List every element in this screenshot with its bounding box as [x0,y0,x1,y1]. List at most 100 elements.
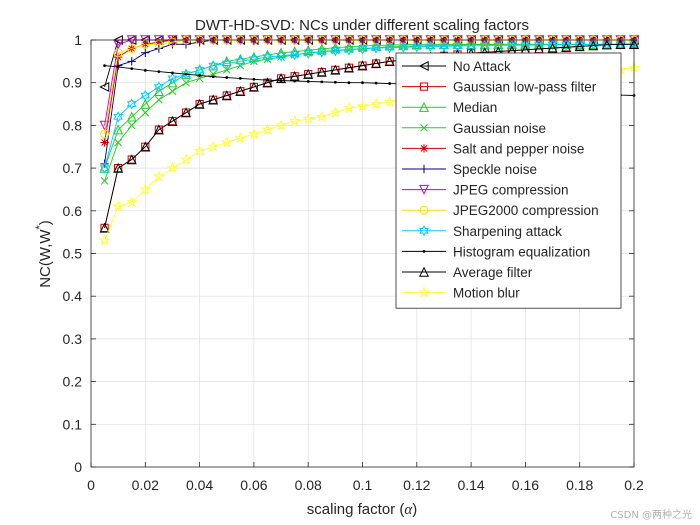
data-point-sharpening-attack [113,111,124,123]
data-point-average-filter [262,77,273,88]
legend-marker [418,286,430,298]
data-point-sharpening-attack [588,38,599,50]
chart-title: DWT-HD-SVD: NCs under different scaling … [195,17,529,34]
data-point-salt-and-pepper-noise [100,138,109,147]
legend-item-gaussian-noise: Gaussian noise [402,121,546,136]
data-point-histogram-equalization [157,70,161,73]
data-point-jpeg2000-compression [113,48,123,58]
data-point-median [289,46,300,57]
data-point-sharpening-attack [561,39,572,51]
legend-label: Gaussian noise [453,121,546,136]
data-point-average-filter [588,40,599,51]
legend-item-histogram-equalization: Histogram equalization [402,244,590,259]
legend-item-average-filter: Average filter [402,265,533,280]
legend-marker [419,82,429,91]
y-tick-label: 0 [74,459,82,475]
legend-item-salt-and-pepper-noise: Salt and pepper noise [402,141,584,156]
y-tick-label: 1 [74,32,82,48]
legend-item-jpeg2000-compression: JPEG2000 compression [402,203,599,218]
data-point-sharpening-attack [126,98,137,110]
data-point-motion-blur [207,140,220,152]
data-point-sharpening-attack [140,89,151,102]
data-point-average-filter [248,81,259,92]
data-point-sharpening-attack [167,72,178,85]
legend: No Attack Gaussian low-pass filter Median G… [395,52,622,309]
legend-item-jpeg-compression: JPEG compression [402,183,569,198]
data-point-sharpening-attack [384,42,395,54]
data-point-sharpening-attack [357,43,368,55]
x-tick-label: 0.06 [240,477,267,493]
x-tick-label: 0.12 [403,477,430,493]
legend-marker [418,184,430,195]
y-tick-label: 0.8 [63,117,83,133]
legend-label: Average filter [453,265,533,280]
data-point-motion-blur [112,200,125,212]
data-point-histogram-equalization [320,80,324,84]
legend-marker [422,250,426,253]
data-point-gaussian-noise [141,108,150,117]
data-point-average-filter [289,70,300,81]
x-tick-label: 0.04 [186,477,213,493]
data-point-histogram-equalization [225,76,229,79]
data-point-sharpening-attack [574,39,585,51]
y-tick-label: 0.2 [63,374,83,390]
data-point-median [140,98,151,109]
legend-item-motion-blur: Motion blur [402,286,520,301]
legend-marker [418,60,429,72]
data-point-motion-blur [329,106,342,118]
data-point-histogram-equalization [143,68,147,72]
data-point-average-filter [547,42,558,53]
data-point-motion-blur [234,131,247,144]
x-axis-label: scaling factor (α) [307,501,417,518]
data-point-motion-blur [139,183,152,195]
legend-label: Speckle noise [453,162,537,177]
data-point-histogram-equalization [238,77,242,80]
data-point-sharpening-attack [262,51,273,63]
data-point-average-filter [343,62,354,73]
data-point-gaussian-noise [277,53,285,61]
data-point-sharpening-attack [181,68,191,80]
data-point-motion-blur [180,153,192,165]
data-point-motion-blur [261,123,274,135]
legend-item-speckle-noise: Speckle noise [402,162,537,177]
data-point-gaussian-noise [155,95,163,104]
y-tick-label: 0.1 [63,416,83,432]
x-axis-label-text: scaling factor ( [307,501,405,518]
y-tick-label: 0.4 [63,288,83,304]
legend-label: Motion blur [453,286,520,301]
legend-marker [420,123,428,132]
data-point-histogram-equalization [279,79,283,82]
data-point-histogram-equalization [198,74,202,77]
data-point-sharpening-attack [479,39,490,52]
data-point-median [452,38,463,49]
data-point-histogram-equalization [116,65,120,69]
x-tick-label: 0 [87,477,95,493]
data-point-average-filter [221,90,232,101]
data-point-average-filter [194,98,205,109]
data-point-motion-blur [370,97,383,110]
data-point-average-filter [316,66,327,77]
legend-label: Median [453,100,497,115]
data-point-histogram-equalization [130,67,134,71]
data-point-sharpening-attack [344,44,354,56]
axis-ticks: 0 0.02 0.04 0.06 0.08 0.1 0.12 0.14 0.16 0.18 0.2 0… [63,32,644,493]
data-point-gaussian-noise [114,138,123,147]
data-point-motion-blur [247,127,260,139]
data-point-histogram-equalization [184,72,188,76]
x-tick-label: 0.18 [566,477,593,493]
legend-box [395,52,622,309]
y-tick-label: 0.5 [63,246,83,262]
legend-label: Sharpening attack [453,224,562,239]
data-point-average-filter [357,60,368,71]
data-point-average-filter [276,73,287,84]
data-point-sharpening-attack [411,41,422,53]
data-point-histogram-equalization [361,81,364,85]
legend-label: JPEG2000 compression [453,203,599,218]
y-tick-label: 0.9 [63,75,83,91]
data-point-sharpening-attack [221,57,232,70]
data-point-jpeg2000-compression [167,37,177,47]
data-point-average-filter [384,56,395,67]
legend-marker [419,205,429,215]
data-point-motion-blur [275,119,287,131]
data-point-average-filter [140,141,151,152]
